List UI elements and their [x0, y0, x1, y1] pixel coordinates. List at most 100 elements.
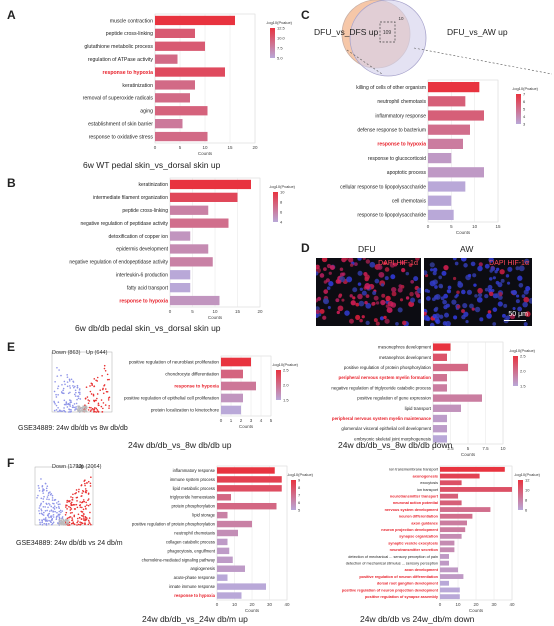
volcano-point-down [52, 516, 55, 518]
bar [440, 547, 455, 553]
volcano-point-up [89, 511, 91, 514]
dapi-nucleus [463, 311, 469, 317]
volcano-point-down [57, 407, 59, 409]
x-tick-label: 15 [227, 145, 233, 150]
hif-stain-dot [350, 300, 356, 306]
bar [217, 574, 228, 581]
hif-stain-dot [338, 294, 342, 299]
volcano-point-up [87, 409, 90, 411]
volcano-point-down [52, 510, 55, 513]
dapi-nucleus [470, 261, 476, 267]
volcano-point-up [88, 521, 90, 523]
bar [221, 369, 243, 379]
volcano-point-up [95, 411, 98, 413]
volcano-point-down [66, 385, 69, 388]
category-label: metanephros development [379, 355, 432, 360]
dapi-nucleus [316, 271, 319, 276]
volcano-point-up [76, 506, 79, 509]
bar [217, 592, 242, 599]
category-label: lipid transport [405, 406, 432, 411]
dapi-nucleus [495, 280, 500, 285]
x-tick-label: 15 [495, 224, 501, 229]
volcano-point-ns [68, 519, 70, 521]
dapi-nucleus [524, 258, 530, 265]
volcano-point-up [70, 504, 73, 507]
dapi-nucleus [491, 289, 495, 293]
legend-tick-label: 10 [280, 190, 285, 195]
volcano-point-down [74, 389, 77, 392]
legend-tick-label: 7 [523, 92, 526, 97]
bar [440, 540, 455, 546]
bar [433, 404, 461, 412]
bar [217, 520, 252, 528]
hif-stain-dot [477, 287, 483, 294]
volcano-point-down [43, 511, 45, 514]
x-axis-label: Counts [198, 151, 213, 155]
x-tick-label: 7.5 [482, 446, 489, 451]
volcano-point-down [52, 502, 54, 505]
bar [428, 124, 470, 135]
bar [440, 466, 505, 472]
x-tick-label: 5 [191, 309, 194, 314]
volcano-point-down [43, 495, 45, 498]
hif-stain-dot [380, 299, 386, 306]
volcano-point-up [90, 382, 93, 385]
volcano-point-up [90, 406, 92, 409]
bar [440, 533, 462, 539]
dapi-nucleus [496, 267, 500, 271]
volcano-point-down [63, 380, 66, 383]
bar [221, 393, 243, 403]
category-label: cell chemotaxis [392, 198, 427, 204]
volcano-point-ns [85, 405, 87, 407]
volcano-point-up [79, 501, 81, 503]
dapi-nucleus [440, 296, 445, 301]
bar [440, 587, 460, 593]
volcano-point-up [93, 378, 96, 380]
volcano-point-down [57, 506, 60, 508]
chart-b: 0 5 10 15 20 Counts keratinization intermediate… [60, 174, 310, 319]
volcano-point-up [77, 490, 80, 493]
bar [170, 270, 191, 280]
dapi-nucleus [488, 277, 493, 281]
dapi-nucleus [426, 289, 431, 293]
bar [170, 192, 238, 202]
volcano-point-ns [66, 519, 69, 522]
volcano-point-down [79, 398, 82, 400]
volcano-point-down [45, 520, 47, 522]
volcano-point-up [71, 511, 73, 514]
dapi-nucleus [465, 320, 469, 324]
bar [170, 231, 191, 241]
dapi-nucleus [506, 281, 511, 285]
volcano-point-down [50, 516, 53, 519]
legend-title: -log10(Pvalue) [512, 86, 539, 91]
volcano-point-down [45, 519, 48, 521]
chart-e-down: 0 2.5 5 7.5 10 Counts mesonephros development m… [323, 338, 548, 458]
caption-e-down: 24w db/db_vs_8w db/db down [338, 440, 453, 450]
volcano-point-down [55, 518, 58, 521]
volcano-point-ns [61, 521, 64, 523]
legend-tick-label: 2.0 [283, 383, 289, 388]
dapi-nucleus [429, 322, 435, 326]
volcano-point-ns [81, 409, 83, 412]
volcano-point-up [85, 491, 87, 494]
hif-stain-dot [391, 291, 397, 297]
volcano-point-up [78, 516, 81, 519]
volcano-point-up [66, 499, 69, 502]
panel-letter-c: C [301, 8, 310, 22]
volcano-point-ns [67, 523, 69, 526]
x-tick-label: 10 [212, 309, 218, 314]
hif-stain-dot [452, 276, 457, 281]
hif-stain-dot [443, 264, 449, 271]
volcano-point-down [69, 411, 72, 413]
volcano-point-up [81, 522, 84, 525]
volcano-point-up [90, 523, 92, 526]
category-label: axonogenesis [413, 474, 438, 478]
volcano-point-ns [77, 410, 79, 412]
hif-stain-dot [323, 267, 327, 271]
dapi-nucleus [460, 258, 467, 262]
volcano-point-down [51, 518, 53, 521]
dapi-nucleus [457, 282, 464, 288]
dapi-nucleus [439, 285, 443, 289]
caption-a: 6w WT pedal skin_vs_dorsal skin up [83, 160, 221, 170]
volcano-point-ns [66, 522, 68, 525]
